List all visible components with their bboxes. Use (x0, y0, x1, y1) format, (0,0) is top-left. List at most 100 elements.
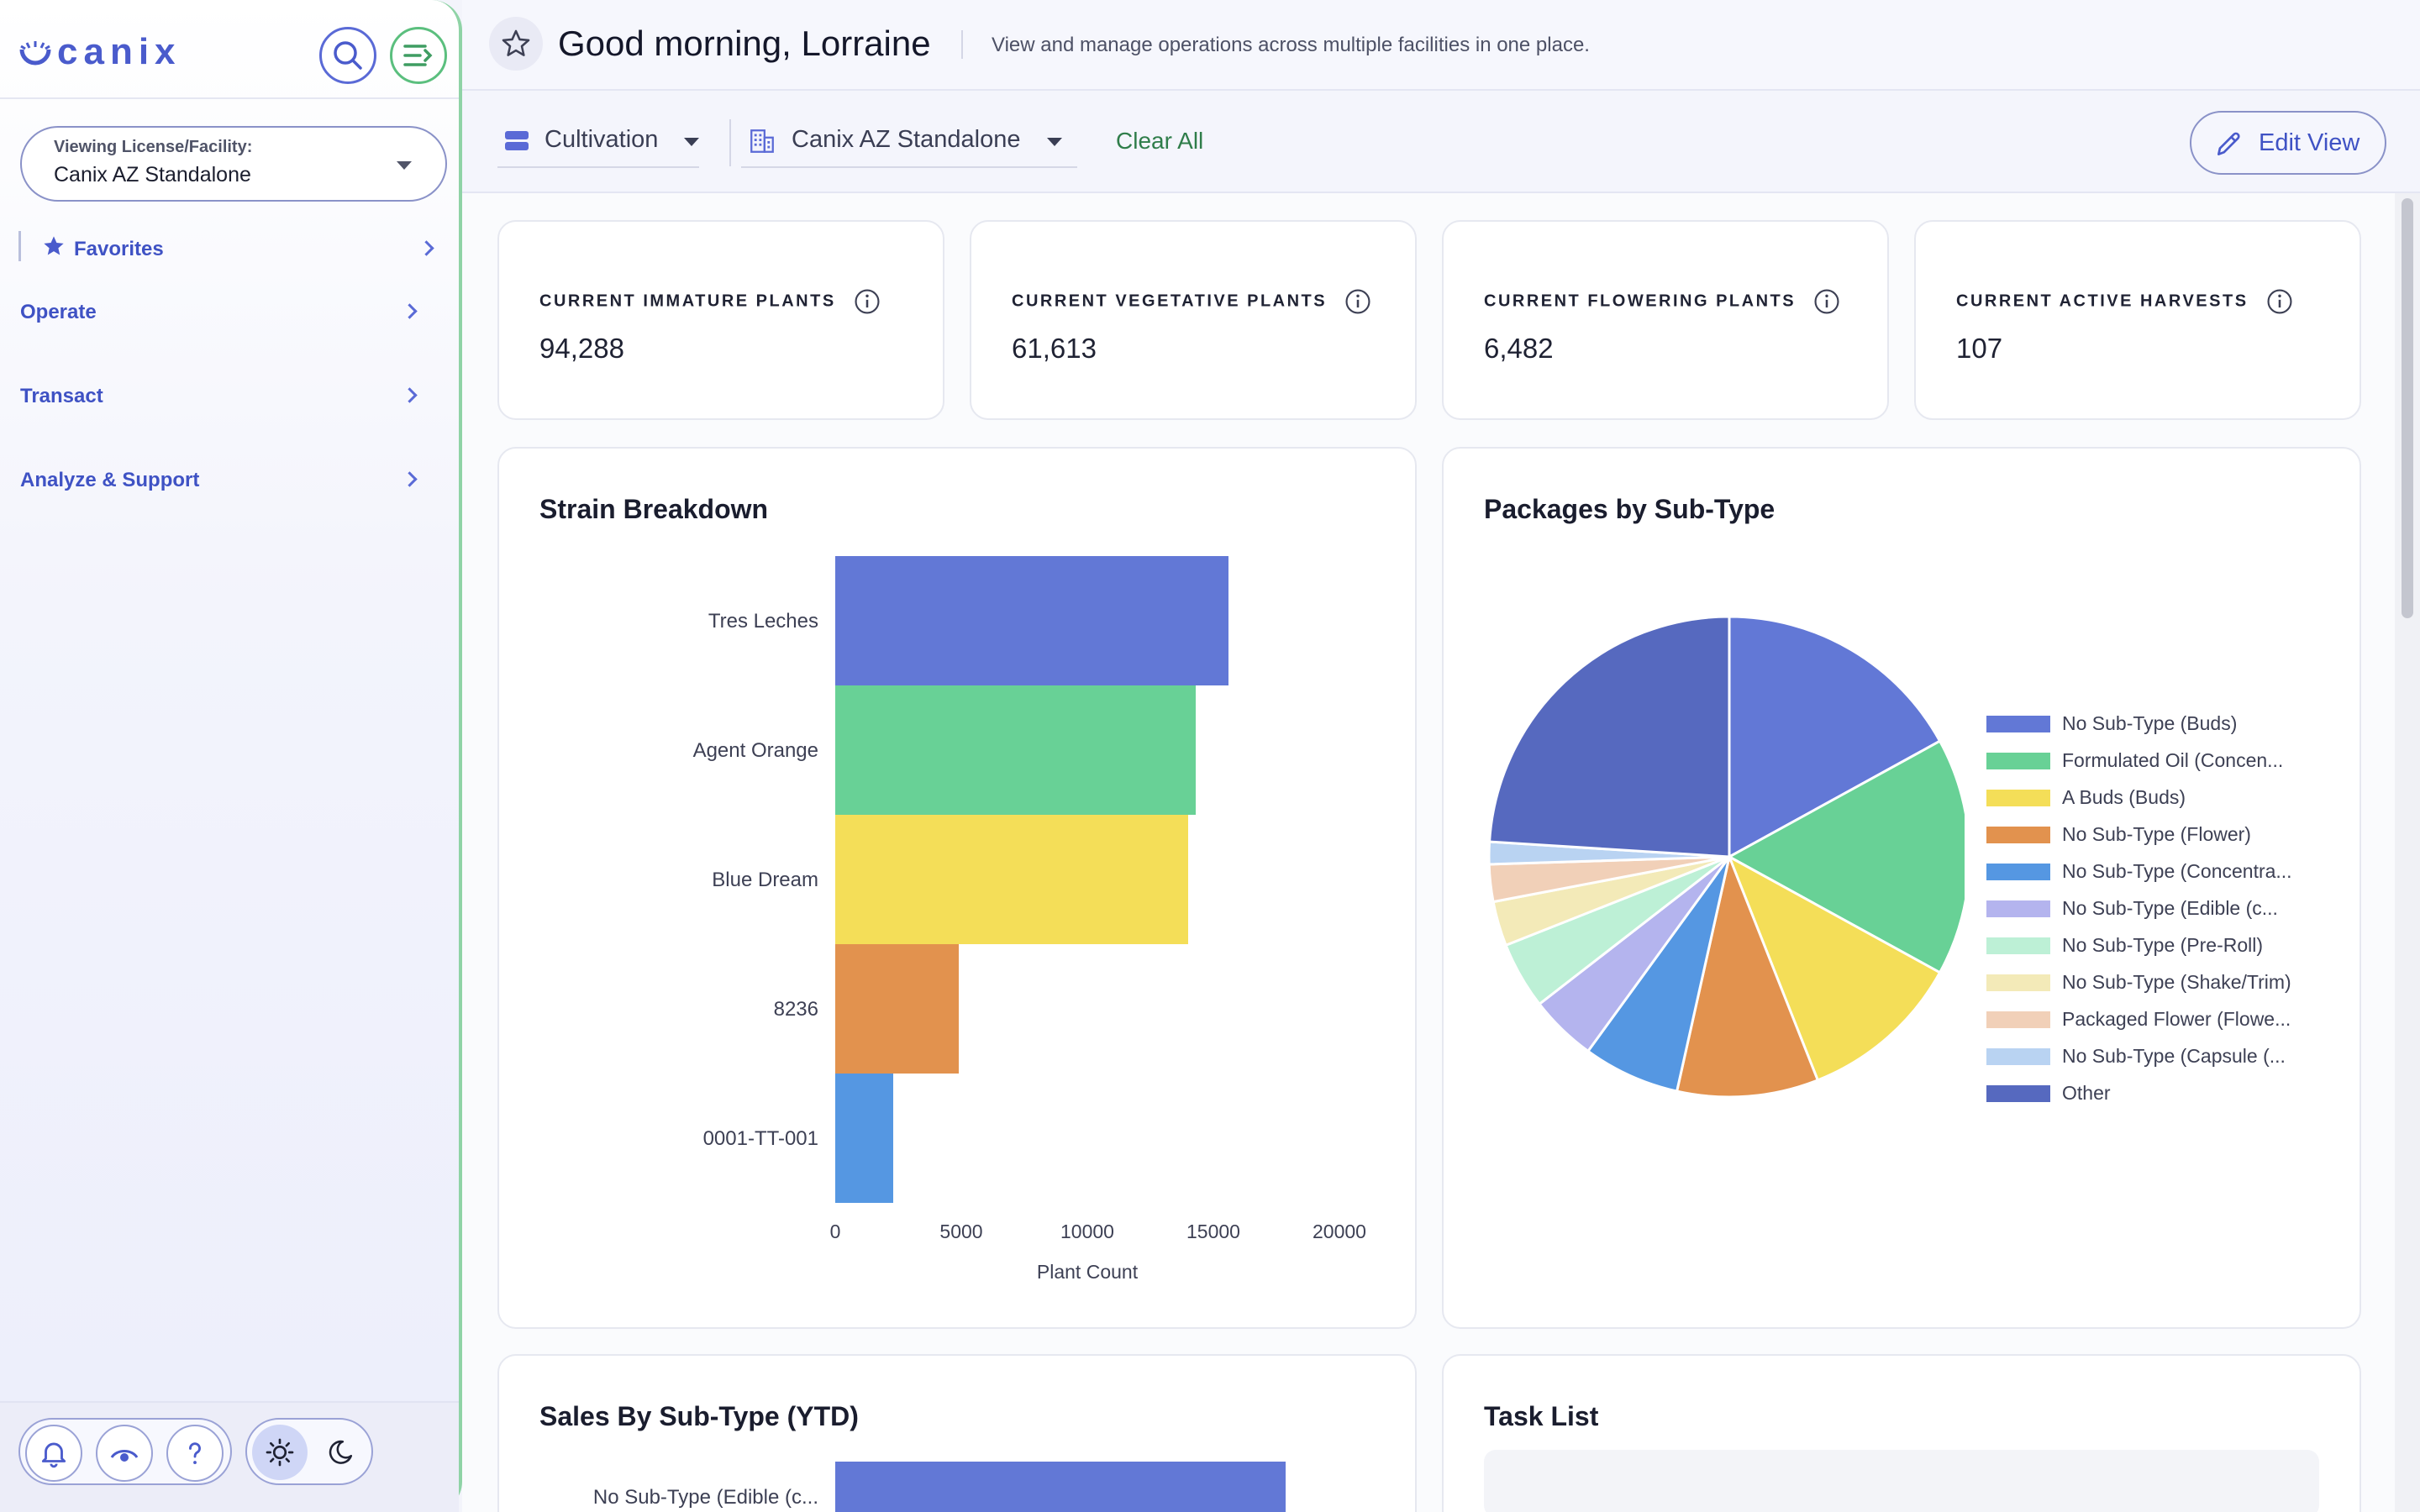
legend-item[interactable]: Packaged Flower (Flowe... (1986, 1006, 2339, 1032)
legend-label: No Sub-Type (Concentra... (2062, 860, 2292, 882)
bar-category-label: 0001-TT-001 (703, 1127, 818, 1150)
packages-by-subtype-card: Packages by Sub-Type No Sub-Type (Buds) F… (1442, 447, 2361, 1329)
legend-label: No Sub-Type (Buds) (2062, 712, 2238, 734)
scrollbar-thumb[interactable] (2402, 198, 2413, 618)
sidebar-item-analyze-support[interactable]: Analyze & Support (20, 462, 424, 499)
sidebar-item-label: Analyze & Support (20, 469, 200, 491)
bar[interactable] (835, 944, 959, 1074)
legend-item[interactable]: No Sub-Type (Pre-Roll) (1986, 932, 2339, 958)
bar[interactable] (835, 685, 1196, 815)
legend-item[interactable]: No Sub-Type (Capsule (... (1986, 1043, 2339, 1068)
legend-label: No Sub-Type (Edible (c... (2062, 897, 2278, 919)
dashboard-content: CURRENT IMMATURE PLANTS 94,288 CURRENT V… (462, 193, 2395, 1512)
help-button[interactable] (166, 1425, 224, 1482)
stat-card-title: CURRENT ACTIVE HARVESTS (1956, 287, 2294, 316)
legend-label: Packaged Flower (Flowe... (2062, 1008, 2291, 1030)
stat-card-title: CURRENT VEGETATIVE PLANTS (1012, 287, 1372, 316)
pie-slice[interactable] (1728, 615, 1942, 859)
facility-filter-value: Canix AZ Standalone (792, 126, 1021, 153)
favorite-page-button[interactable] (489, 17, 543, 71)
notifications-button[interactable] (25, 1425, 82, 1482)
edit-view-label: Edit View (2259, 129, 2360, 156)
category-filter-select[interactable]: Cultivation (497, 116, 699, 168)
strain-breakdown-card: Strain Breakdown Tres Leches Agent Orange… (497, 447, 1417, 1329)
sidebar-item-favorites[interactable]: Favorites (18, 231, 434, 268)
page-subtitle: View and manage operations across multip… (992, 34, 1590, 56)
x-tick-label: 10000 (1060, 1221, 1114, 1242)
edit-view-button[interactable]: Edit View (2190, 111, 2386, 175)
bar[interactable] (835, 556, 1228, 685)
facility-filter-select[interactable]: Canix AZ Standalone (741, 116, 1077, 168)
stat-card-title-text: CURRENT VEGETATIVE PLANTS (1012, 291, 1328, 311)
scrollbar[interactable] (2395, 193, 2420, 1512)
facility-select-label: Viewing License/Facility: (54, 138, 253, 156)
legend-swatch (1986, 716, 2050, 732)
legend-item[interactable]: No Sub-Type (Buds) (1986, 711, 2339, 736)
card-title: Packages by Sub-Type (1484, 494, 1776, 524)
legend-swatch (1986, 1085, 2050, 1102)
packages-pie-chart (1487, 615, 1965, 1099)
sun-icon (266, 1438, 294, 1467)
legend-item[interactable]: No Sub-Type (Edible (c... (1986, 895, 2339, 921)
info-icon[interactable] (853, 287, 881, 316)
legend-label: No Sub-Type (Shake/Trim) (2062, 971, 2291, 993)
pie-slice[interactable] (1586, 856, 1731, 1093)
legend-swatch (1986, 827, 2050, 843)
legend-label: Other (2062, 1082, 2111, 1104)
light-mode-button[interactable] (252, 1425, 308, 1480)
search-button[interactable] (319, 27, 376, 84)
stat-card-flowering-plants: CURRENT FLOWERING PLANTS 6,482 (1442, 220, 1889, 420)
legend-label: A Buds (Buds) (2062, 786, 2186, 808)
favorites-indicator (18, 231, 21, 261)
info-icon[interactable] (1812, 287, 1841, 316)
sidebar-item-favorites-label: Favorites (74, 238, 164, 260)
sidebar-item-transact[interactable]: Transact (20, 378, 424, 415)
legend-item[interactable]: No Sub-Type (Shake/Trim) (1986, 969, 2339, 995)
moon-icon (329, 1440, 353, 1464)
facility-select[interactable]: Viewing License/Facility: Canix AZ Stand… (20, 126, 447, 202)
chevron-right-icon (402, 387, 418, 403)
legend-item[interactable]: A Buds (Buds) (1986, 785, 2339, 810)
legend-item[interactable]: No Sub-Type (Concentra... (1986, 858, 2339, 884)
legend-swatch (1986, 1011, 2050, 1028)
bar[interactable] (835, 1074, 893, 1203)
stat-card-value: 107 (1956, 333, 2003, 364)
x-tick-label: 20000 (1313, 1221, 1366, 1242)
legend-swatch (1986, 753, 2050, 769)
sidebar-item-operate[interactable]: Operate (20, 294, 424, 331)
canix-logo[interactable]: canix (18, 31, 182, 72)
legend-label: Formulated Oil (Concen... (2062, 749, 2284, 771)
legend-item[interactable]: No Sub-Type (Flower) (1986, 822, 2339, 847)
caret-down-icon (684, 138, 699, 146)
dark-mode-button[interactable] (313, 1425, 368, 1480)
legend-item[interactable]: Formulated Oil (Concen... (1986, 748, 2339, 773)
pie-slice[interactable] (1675, 852, 1820, 1099)
chevron-right-icon (402, 303, 418, 319)
pie-slice[interactable] (1726, 739, 1965, 974)
page-header: Good morning, Lorraine View and manage o… (462, 0, 2420, 91)
info-icon[interactable] (1344, 287, 1372, 316)
legend-item[interactable]: Other (1986, 1080, 2339, 1105)
filter-bar: Cultivation Canix AZ Standalone Clear Al… (462, 91, 2420, 193)
card-title: Task List (1484, 1401, 1599, 1431)
stat-card-title: CURRENT FLOWERING PLANTS (1484, 287, 1841, 316)
bar[interactable] (835, 815, 1188, 944)
bar-category-label: Tres Leches (708, 610, 818, 633)
bar[interactable] (835, 1462, 1286, 1512)
eye-icon (110, 1450, 139, 1462)
filter-divider (729, 119, 731, 166)
info-icon[interactable] (2265, 287, 2294, 316)
stat-card-value: 6,482 (1484, 333, 1554, 364)
sidebar-header: canix (0, 0, 459, 99)
pie-slice[interactable] (1487, 615, 1731, 858)
building-icon (750, 129, 774, 153)
star-icon (44, 236, 64, 255)
legend-label: No Sub-Type (Capsule (... (2062, 1045, 2286, 1067)
search-icon (334, 41, 362, 70)
visibility-button[interactable] (96, 1425, 153, 1482)
clear-all-button[interactable]: Clear All (1116, 128, 1204, 154)
pie-slice[interactable] (1727, 853, 1942, 1082)
stat-card-immature-plants: CURRENT IMMATURE PLANTS 94,288 (497, 220, 944, 420)
legend-swatch (1986, 900, 2050, 917)
collapse-menu-button[interactable] (390, 27, 447, 84)
